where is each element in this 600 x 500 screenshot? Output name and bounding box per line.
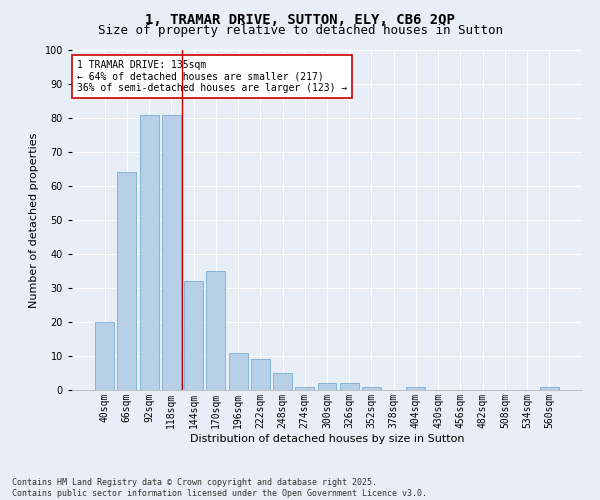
Bar bbox=[184, 281, 203, 390]
Bar bbox=[162, 114, 181, 390]
Y-axis label: Number of detached properties: Number of detached properties bbox=[29, 132, 39, 308]
Text: 1 TRAMAR DRIVE: 135sqm
← 64% of detached houses are smaller (217)
36% of semi-de: 1 TRAMAR DRIVE: 135sqm ← 64% of detached… bbox=[77, 60, 347, 94]
Bar bbox=[251, 360, 270, 390]
Bar bbox=[295, 386, 314, 390]
Text: Contains HM Land Registry data © Crown copyright and database right 2025.
Contai: Contains HM Land Registry data © Crown c… bbox=[12, 478, 427, 498]
X-axis label: Distribution of detached houses by size in Sutton: Distribution of detached houses by size … bbox=[190, 434, 464, 444]
Bar bbox=[540, 386, 559, 390]
Text: Size of property relative to detached houses in Sutton: Size of property relative to detached ho… bbox=[97, 24, 503, 37]
Bar bbox=[273, 373, 292, 390]
Bar bbox=[118, 172, 136, 390]
Bar bbox=[406, 386, 425, 390]
Text: 1, TRAMAR DRIVE, SUTTON, ELY, CB6 2QP: 1, TRAMAR DRIVE, SUTTON, ELY, CB6 2QP bbox=[145, 12, 455, 26]
Bar bbox=[340, 383, 359, 390]
Bar bbox=[229, 352, 248, 390]
Bar bbox=[95, 322, 114, 390]
Bar bbox=[140, 114, 158, 390]
Bar bbox=[317, 383, 337, 390]
Bar bbox=[206, 271, 225, 390]
Bar bbox=[362, 386, 381, 390]
